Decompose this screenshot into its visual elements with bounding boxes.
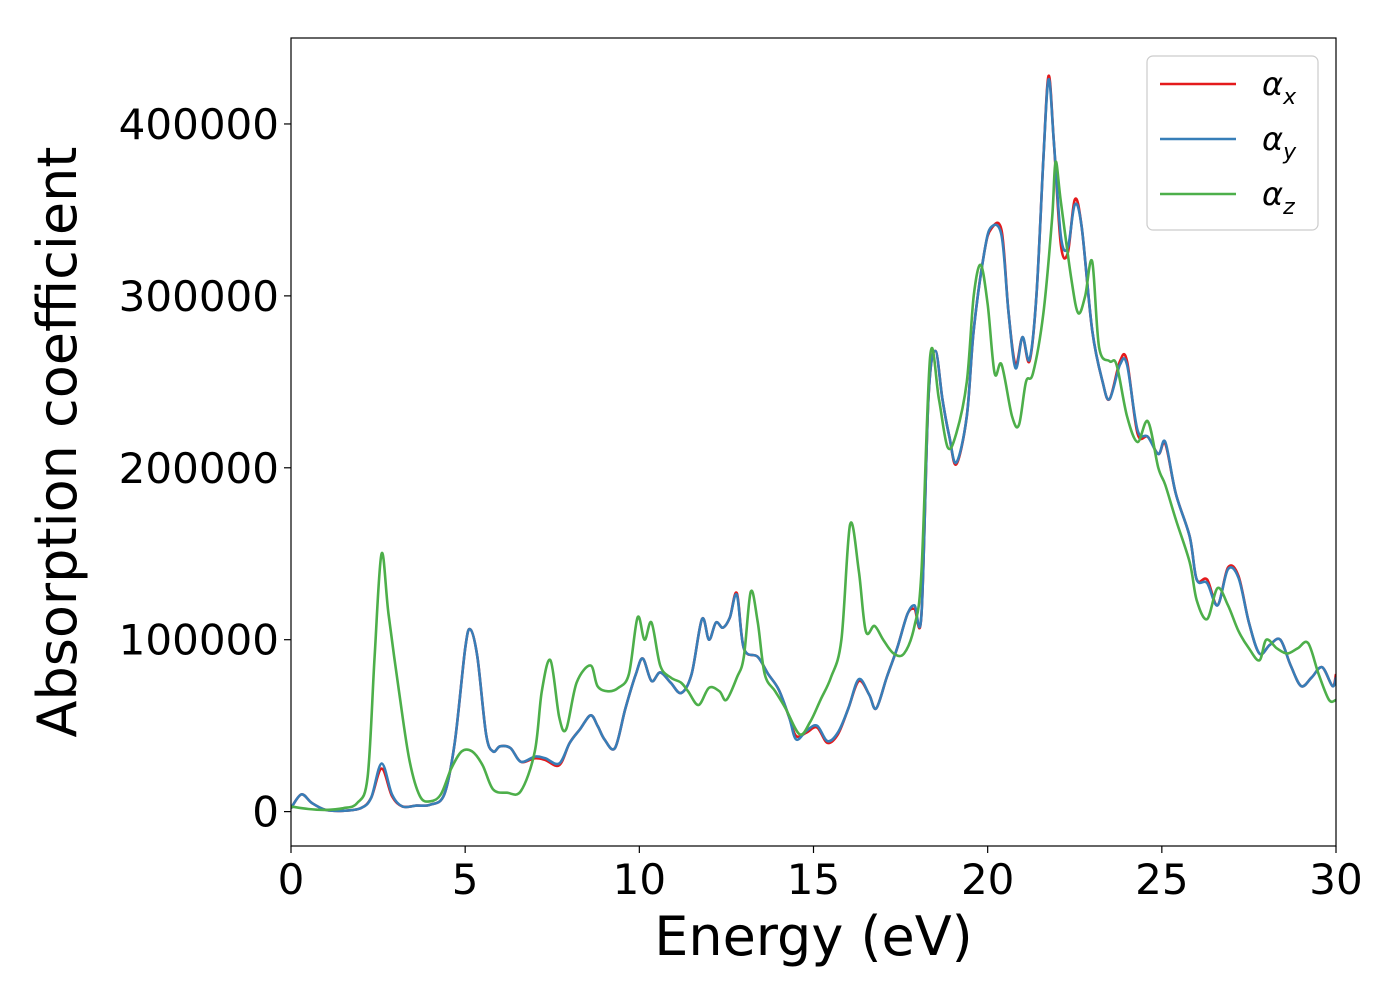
x-tick-label: 15 xyxy=(787,855,840,904)
x-tick-label: 10 xyxy=(613,855,666,904)
y-tick-label: 300000 xyxy=(119,272,279,321)
y-tick-label: 200000 xyxy=(119,444,279,493)
x-tick-label: 30 xyxy=(1309,855,1362,904)
x-tick-label: 20 xyxy=(961,855,1014,904)
y-tick-label: 100000 xyxy=(119,616,279,665)
x-tick-label: 0 xyxy=(278,855,305,904)
x-axis-title: Energy (eV) xyxy=(654,905,973,968)
series-layer xyxy=(291,74,1336,813)
tick-layer: 0 5 10 15 20 25 30 0 100000 200000 300000 400000 xyxy=(119,100,1363,904)
legend-box xyxy=(1146,55,1319,231)
legend-label-x: αx xyxy=(1262,65,1297,110)
y-tick-label: 400000 xyxy=(119,100,279,149)
x-tick-label: 25 xyxy=(1135,855,1188,904)
y-tick-label: 0 xyxy=(252,788,279,837)
series-line-z xyxy=(291,160,1336,812)
x-tick-label: 5 xyxy=(452,855,479,904)
series-line-y xyxy=(291,77,1336,813)
y-axis-title: Absorption coefficient xyxy=(26,147,89,738)
